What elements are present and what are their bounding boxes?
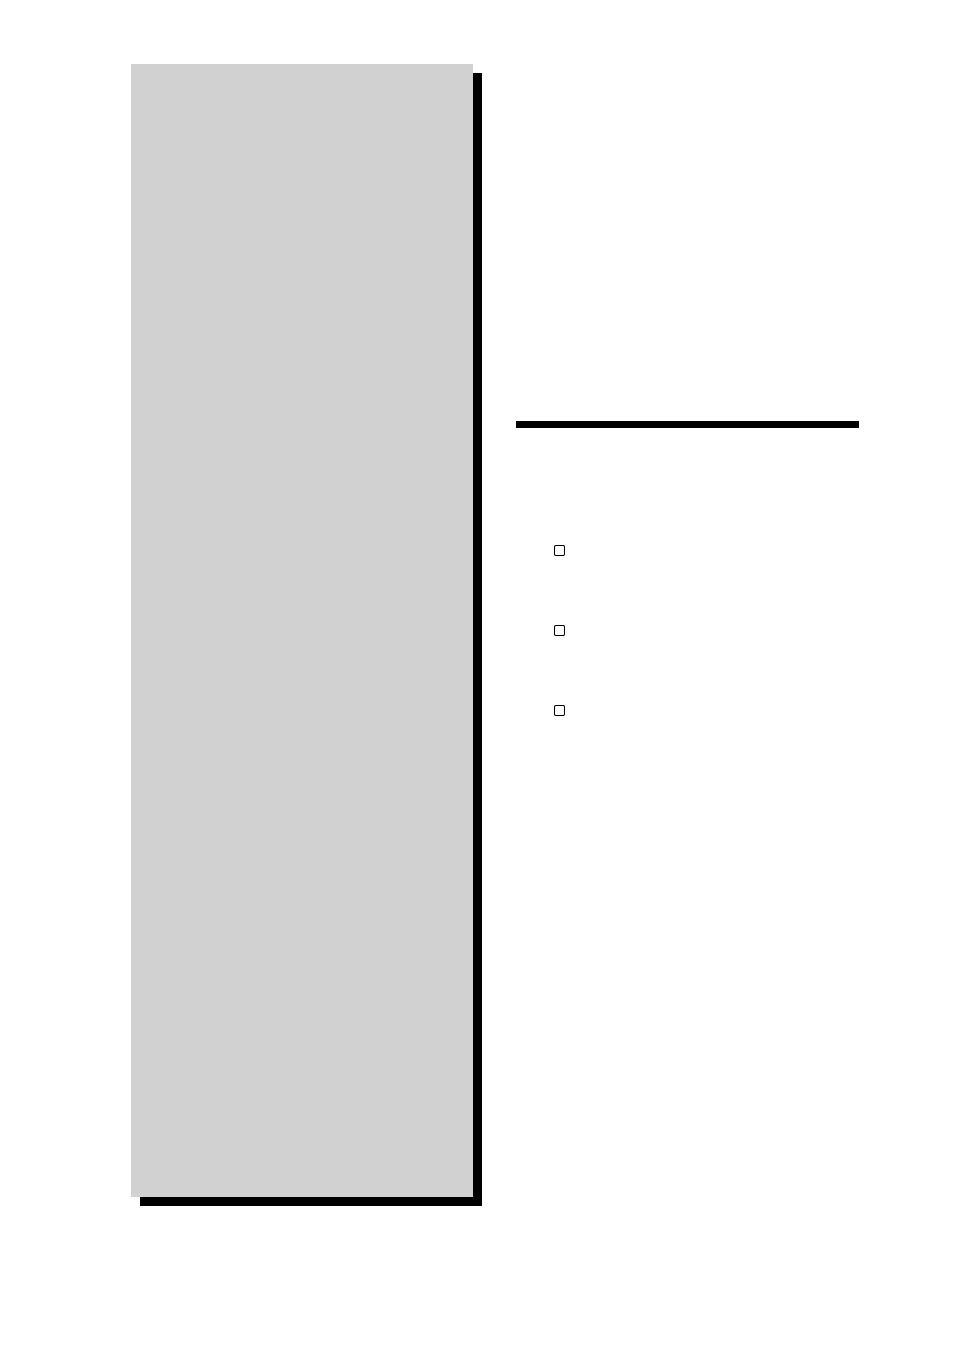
checkbox-bullet-icon [554, 705, 565, 716]
checkbox-bullet-icon [554, 625, 565, 636]
list-item-text [582, 702, 859, 716]
content-area [516, 421, 859, 782]
checkbox-bullet-icon [554, 545, 565, 556]
list-item [554, 702, 859, 722]
list-item-text [582, 542, 859, 556]
sidebar-container [131, 64, 482, 1206]
sidebar-panel [131, 64, 473, 1197]
list-item-text [582, 622, 859, 636]
list-item [554, 622, 859, 642]
section-divider [516, 421, 859, 428]
bullet-list [516, 542, 859, 722]
list-item [554, 542, 859, 562]
page [0, 0, 954, 1351]
